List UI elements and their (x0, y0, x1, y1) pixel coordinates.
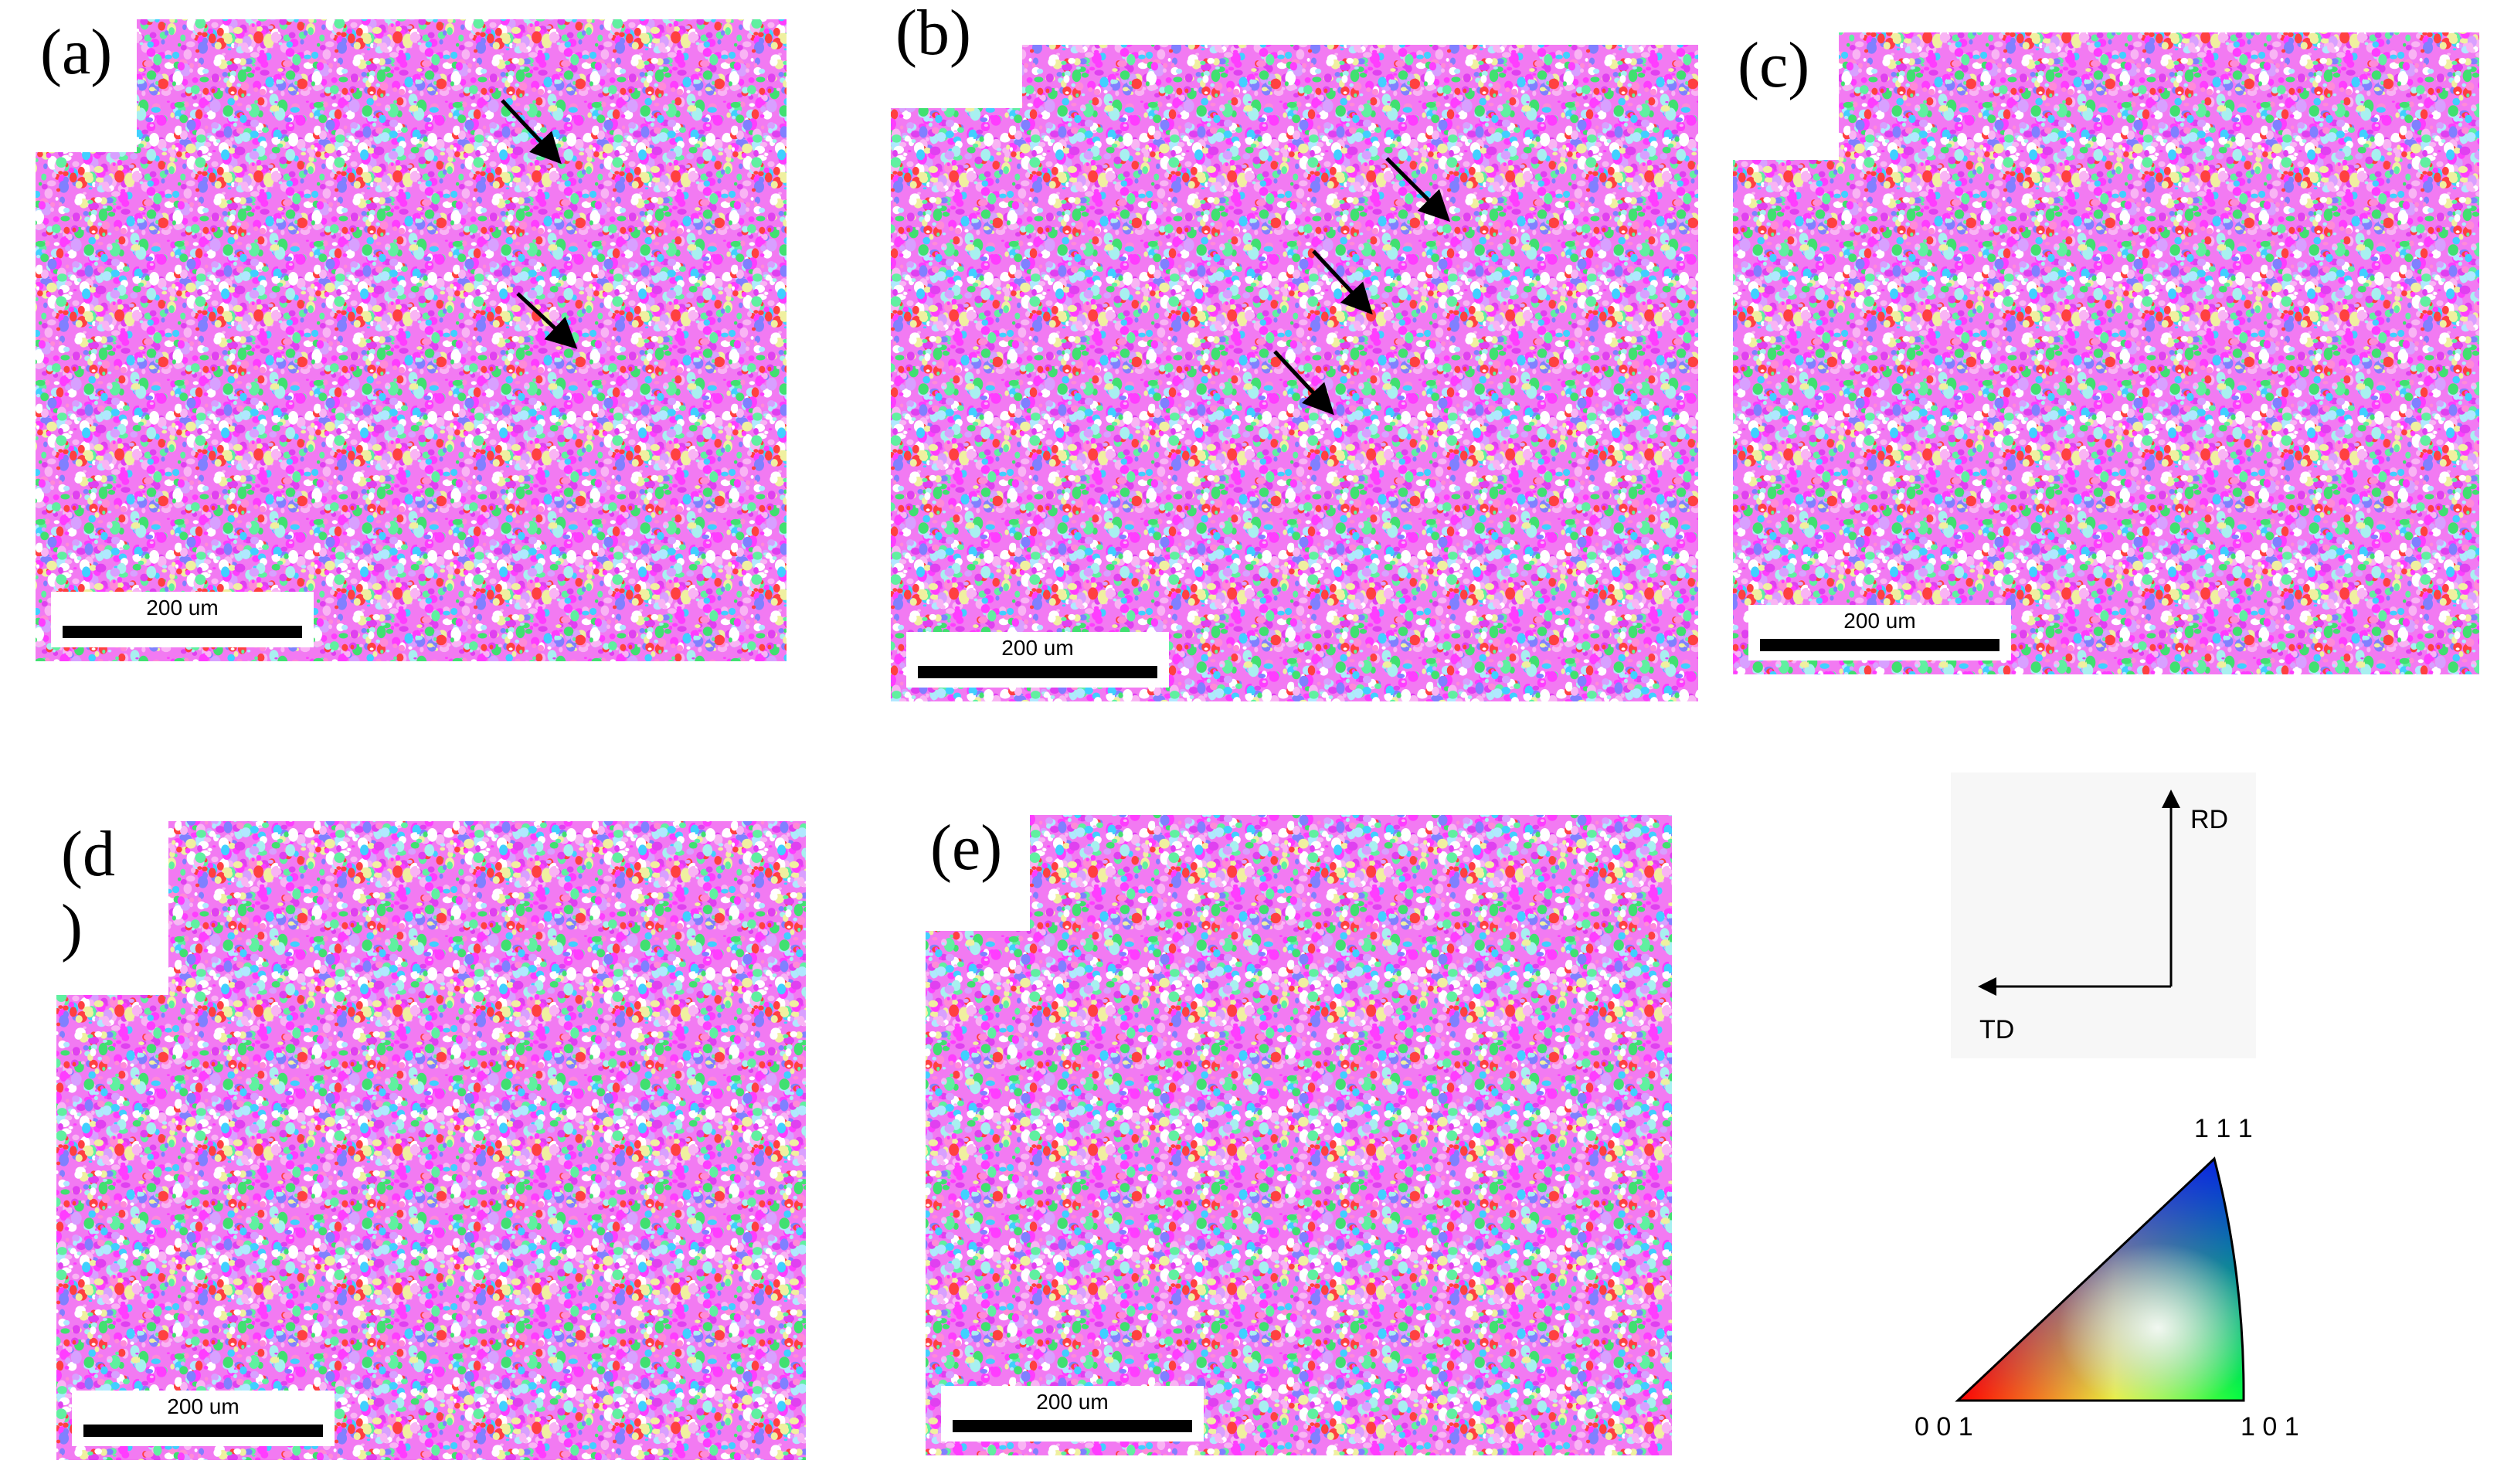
panel-label: ) (61, 891, 83, 963)
ipf-white (1958, 1159, 2244, 1401)
panels: (a) 200 um (b) 200 um (c) 200 um (d) 200 um (e) 2… (36, 0, 2479, 1460)
arrow (516, 292, 578, 349)
panel-label: (c) (1738, 29, 1809, 101)
panel: (d) 200 um (56, 818, 806, 1460)
scale-bar (918, 666, 1157, 678)
arrow (1273, 350, 1334, 416)
label-box (926, 815, 1030, 931)
ipf-outline (1955, 1156, 2245, 1402)
arrow (501, 99, 562, 165)
rd-label: RD (2190, 805, 2228, 834)
frame-background (1951, 773, 2256, 1058)
label-box (36, 19, 137, 152)
ebsd-map (56, 821, 806, 1460)
corner-001: 0 0 1 (1915, 1412, 1973, 1442)
scale-text: 200 um (167, 1394, 239, 1418)
panel-label: (b) (895, 0, 971, 69)
panel-label: (d (61, 818, 115, 890)
label-box (56, 821, 168, 995)
corner-111: 1 1 1 (2194, 1114, 2253, 1143)
scale-bar (953, 1420, 1192, 1432)
scale-bar (83, 1425, 323, 1437)
arrow (1385, 157, 1451, 222)
corner-101: 1 0 1 (2241, 1412, 2299, 1442)
td-label: TD (1979, 1015, 2014, 1044)
panel-label: (e) (930, 812, 1002, 884)
scale-text: 200 um (1843, 609, 1915, 633)
panel: (a) 200 um (36, 16, 787, 661)
panel: (c) 200 um (1733, 29, 2479, 674)
ipf-legend: 0 0 1 1 0 1 1 1 1 (1915, 1114, 2299, 1442)
reference-frame: RD TD (1951, 773, 2256, 1058)
ebsd-map (1733, 32, 2479, 674)
ebsd-map (926, 815, 1672, 1455)
label-box (1733, 32, 1839, 160)
panel-label: (a) (40, 16, 112, 88)
scale-text: 200 um (146, 596, 218, 620)
scale-bar (1760, 639, 1999, 651)
scale-text: 200 um (1036, 1390, 1108, 1414)
scale-bar (63, 626, 302, 638)
arrow (1312, 250, 1373, 315)
ebsd-map (36, 19, 787, 661)
panel: (e) 200 um (926, 812, 1672, 1455)
scale-text: 200 um (1001, 636, 1073, 660)
panel: (b) 200 um (891, 0, 1698, 701)
label-box (891, 0, 1022, 108)
